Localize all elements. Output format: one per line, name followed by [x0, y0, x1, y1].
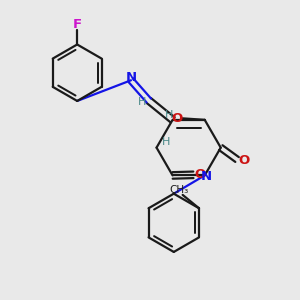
Text: F: F — [73, 18, 82, 32]
Text: H: H — [162, 137, 170, 147]
Text: N: N — [201, 170, 212, 183]
Text: H: H — [165, 110, 173, 120]
Text: O: O — [171, 112, 183, 125]
Text: H: H — [138, 97, 146, 107]
Text: N: N — [125, 71, 136, 84]
Text: O: O — [238, 154, 249, 167]
Text: CH₃: CH₃ — [169, 185, 189, 195]
Text: O: O — [194, 168, 206, 181]
